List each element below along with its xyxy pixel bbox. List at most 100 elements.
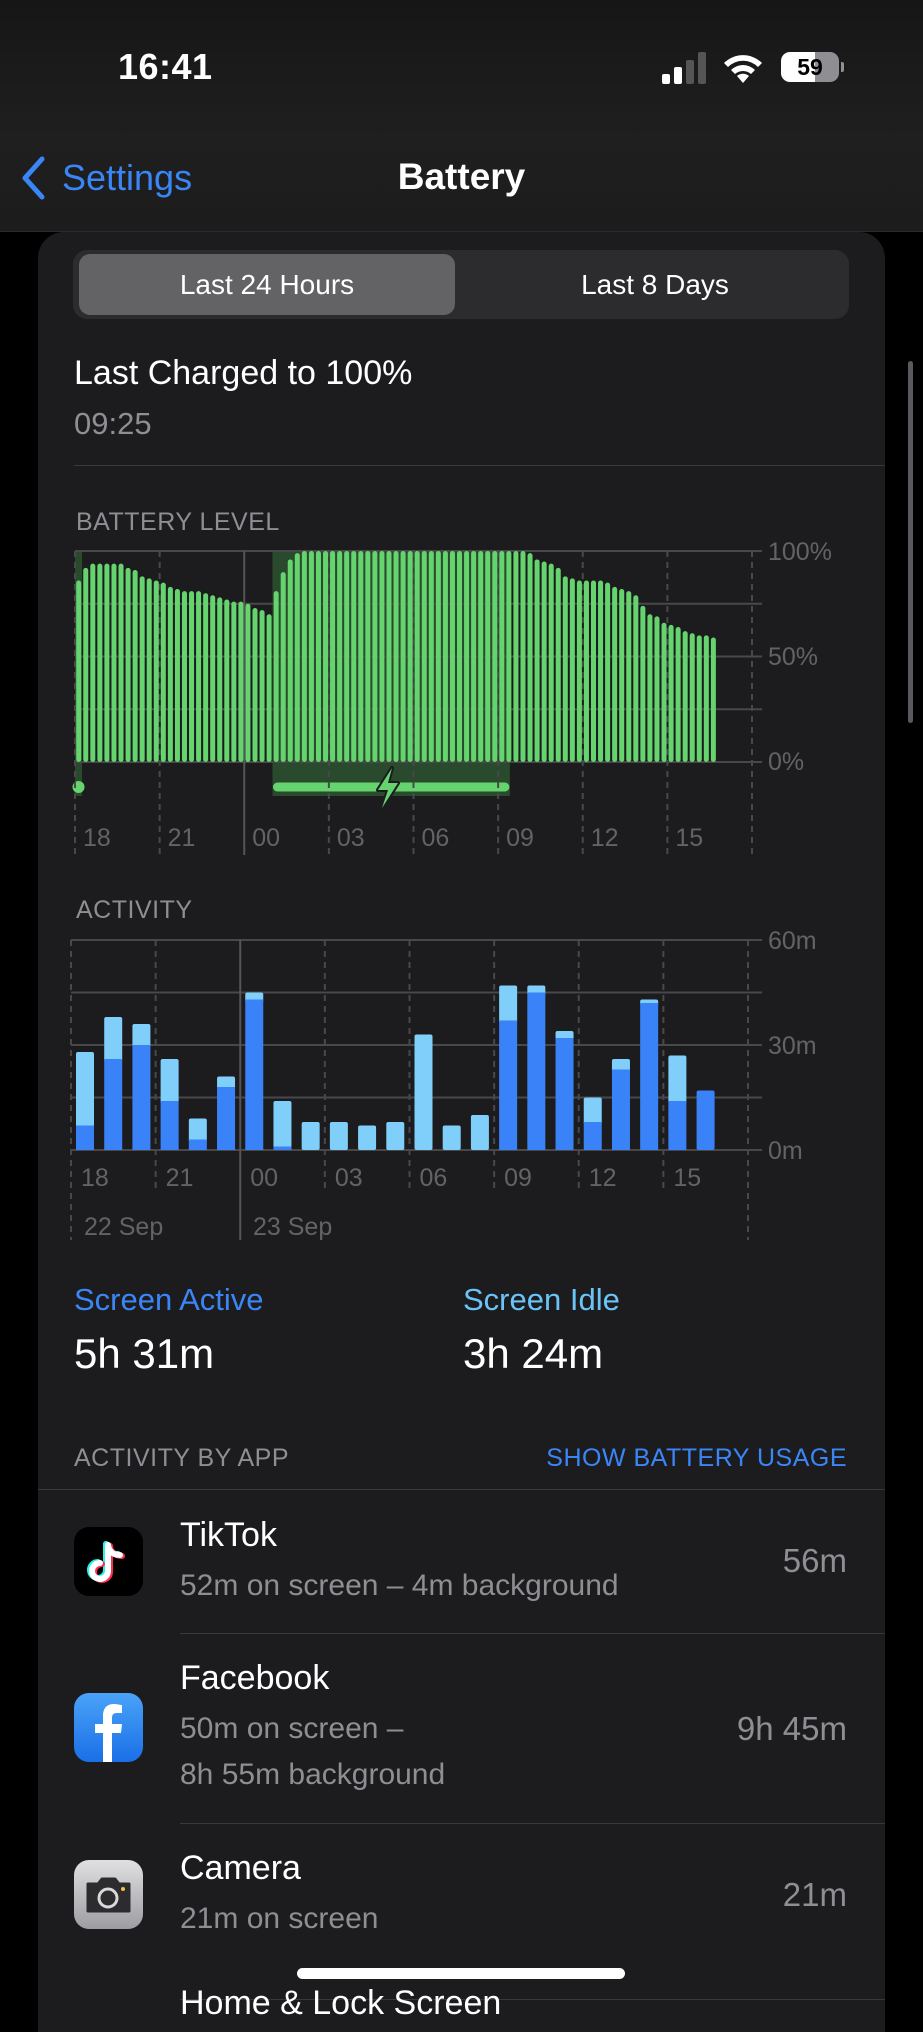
battery-bar [386, 551, 392, 762]
idle-bar [132, 1024, 151, 1048]
battery-bar [104, 563, 110, 762]
idle-bar [301, 1122, 320, 1150]
divider [74, 465, 885, 466]
x-label: 21 [165, 1164, 194, 1192]
battery-bar [330, 551, 336, 762]
battery-bar [527, 553, 533, 762]
active-bar [217, 1087, 236, 1150]
idle-bar [386, 1122, 405, 1150]
battery-bar [76, 580, 82, 762]
battery-bar [231, 601, 237, 762]
active-bar [611, 1069, 630, 1150]
app-value: 21m [782, 1876, 847, 1913]
idle-bar [470, 1115, 489, 1150]
battery-bar [506, 551, 512, 762]
screen-active-value: 5h 31m [74, 1330, 215, 1377]
x-label: 15 [673, 1164, 702, 1192]
active-bar [640, 1003, 659, 1150]
scrollbar[interactable] [908, 361, 913, 723]
facebook-icon [74, 1693, 143, 1762]
battery-bar [520, 551, 526, 762]
battery-bar [167, 586, 173, 762]
battery-level-chart [72, 550, 762, 855]
idle-bar [358, 1125, 377, 1150]
divider [180, 1633, 885, 1634]
battery-bar [457, 551, 463, 762]
lightning-icon [376, 766, 400, 810]
battery-bar [576, 580, 582, 762]
segment-last-24-hours[interactable]: Last 24 Hours [179, 269, 355, 300]
home-indicator [297, 1968, 625, 1979]
date-label-23-sep: 23 Sep [253, 1213, 333, 1241]
app-value: 56m [782, 1542, 847, 1579]
active-bar [696, 1090, 715, 1150]
idle-bar [76, 1052, 94, 1129]
battery-bar [407, 551, 413, 762]
battery-bar [703, 635, 709, 762]
divider [38, 1489, 885, 1490]
segment-last-8-days[interactable]: Last 8 Days [581, 269, 729, 300]
x-label: 06 [419, 1164, 448, 1192]
battery-bar [83, 567, 89, 762]
last-charged-time: 09:25 [74, 406, 152, 441]
battery-bar [393, 551, 399, 762]
battery-bar [696, 635, 702, 762]
battery-bar [379, 551, 385, 762]
battery-bar [619, 588, 625, 762]
battery-bar [605, 582, 611, 762]
x-label: 00 [250, 1164, 279, 1192]
camera-icon [74, 1860, 143, 1929]
battery-bar [647, 614, 653, 762]
segment-selected-indicator [79, 254, 455, 315]
x-label: 15 [675, 824, 704, 852]
battery-card [38, 232, 885, 2032]
idle-bar [499, 985, 518, 1024]
battery-bar [661, 622, 667, 762]
battery-bar [301, 551, 307, 762]
battery-bar [118, 563, 124, 762]
app-row-camera[interactable] [38, 1824, 885, 1969]
chevron-left-icon [22, 156, 45, 200]
battery-level-label: BATTERY LEVEL [76, 508, 280, 536]
app-name: TikTok [180, 1516, 277, 1554]
idle-bar [442, 1125, 461, 1150]
battery-bar [294, 553, 300, 762]
battery-bar [224, 599, 230, 762]
battery-bar [139, 576, 145, 762]
active-bar [104, 1059, 123, 1150]
active-bar [273, 1146, 292, 1150]
app-detail: 50m on screen – [180, 1712, 404, 1745]
battery-bar [203, 593, 209, 762]
battery-bar [153, 580, 159, 762]
tiktok-icon [74, 1527, 143, 1596]
x-label: 18 [83, 824, 111, 852]
active-bar [188, 1139, 207, 1150]
activity-chart [70, 939, 762, 1240]
battery-bar [414, 551, 420, 762]
battery-bar [372, 551, 378, 762]
x-label: 09 [504, 1164, 532, 1192]
y-label-0m: 0m [768, 1137, 803, 1165]
battery-bar [583, 580, 589, 762]
battery-bar [323, 551, 329, 762]
idle-bar [188, 1118, 207, 1143]
battery-bar [217, 597, 223, 762]
battery-bar [675, 626, 681, 762]
y-label-30m: 30m [768, 1032, 817, 1060]
x-label: 06 [421, 824, 450, 852]
battery-bar [562, 576, 568, 762]
back-button[interactable]: Settings [20, 156, 192, 200]
x-label: 03 [334, 1164, 363, 1192]
battery-bar [273, 591, 279, 762]
idle-bar [668, 1055, 687, 1104]
battery-bar [365, 551, 371, 762]
battery-bar [111, 563, 117, 762]
y-label-100: 100% [768, 538, 832, 566]
battery-bar [591, 580, 597, 762]
show-battery-usage-button[interactable]: SHOW BATTERY USAGE [546, 1444, 847, 1472]
battery-bar [485, 551, 491, 762]
app-row-tiktok[interactable] [38, 1490, 885, 1633]
battery-bar [421, 551, 427, 762]
active-bar [245, 999, 264, 1150]
battery-bar [541, 561, 547, 762]
